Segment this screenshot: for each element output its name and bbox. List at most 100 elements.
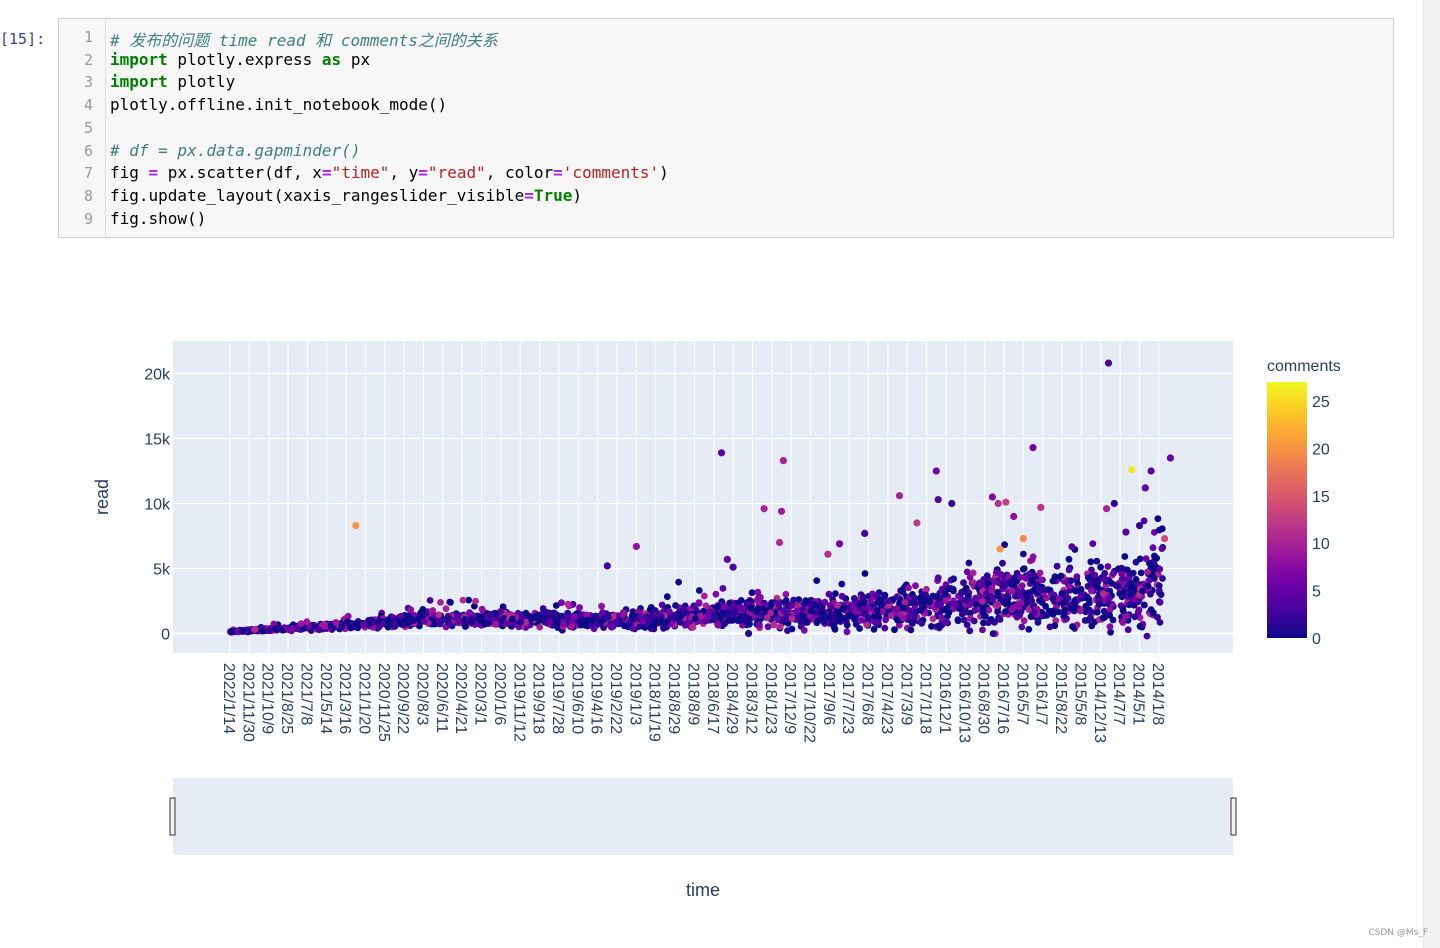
scatter-point [1114,582,1122,590]
scatter-point [517,618,525,626]
scatter-point [436,620,444,628]
scatter-point [677,613,684,621]
range-slider-handle-right[interactable] [1230,797,1237,836]
scatter-point [607,622,615,630]
code-line[interactable]: fig.update_layout(xaxis_rangeslider_visi… [110,186,582,205]
x-tick-label: 2019/11/12 [510,663,527,742]
x-tick-label: 2020/4/21 [452,663,469,734]
scatter-point-outlier [1110,499,1118,508]
scatter-point-outlier [717,449,726,457]
scatter-point [570,613,578,620]
scatter-point [985,606,993,614]
scatter-point [1016,612,1023,619]
scatter-point [797,618,805,625]
scatter-point [1144,568,1151,576]
x-tick-label: 2017/6/8 [859,663,876,725]
scatter-point [912,582,919,590]
scatter-point [1137,569,1145,577]
scatter-point [690,602,698,610]
x-tick-label: 2017/9/6 [820,663,837,725]
scatter-point [1069,623,1076,630]
scatter-point [928,623,935,630]
scatter-point [459,596,467,604]
code-line[interactable]: import plotly.express as px [110,50,370,69]
scatter-point [1131,596,1139,603]
x-tick-label: 2019/4/16 [588,663,605,734]
scatter-point [437,599,444,606]
x-tick-label: 2017/1/18 [917,663,934,734]
scatter-point [565,613,573,621]
code-cell[interactable]: 1 2 3 4 5 6 7 8 9 # 发布的问题 time read 和 comments之间… [58,18,1394,238]
scatter-point-outlier [1029,444,1037,452]
scatter-point-outlier [988,493,997,501]
x-tick-label: 2014/12/13 [1091,663,1108,743]
range-slider-handle-left[interactable] [169,797,176,836]
scatter-point [1025,570,1033,578]
scatter-point [873,618,881,626]
scatter-point [1073,573,1081,580]
scatter-point [807,607,815,615]
scatter-point [850,595,858,602]
scatter-point [985,619,992,627]
line-number: 8 [83,186,93,205]
scatter-point [1156,598,1164,606]
code-line[interactable]: # 发布的问题 time read 和 comments之间的关系 [110,27,498,51]
scatter-point [764,623,772,631]
code-line[interactable]: # df = px.data.gapminder() [110,141,360,160]
scatter-point [1020,565,1028,572]
scatter-point-outlier [777,507,786,515]
scatter-point [430,620,438,628]
code-line[interactable]: fig = px.scatter(df, x="time", y="read",… [110,163,669,182]
code-line[interactable]: import plotly [110,72,235,91]
scatter-point-outlier [729,563,737,571]
scatter-point [1037,576,1045,584]
scatter-point [541,609,548,617]
x-tick-label: 2018/1/23 [762,663,779,734]
scatter-point [564,600,572,608]
scatter-point-outlier [1166,454,1174,462]
code-line[interactable]: fig.show() [110,209,206,228]
scatter-point [813,577,821,584]
scatter-point [536,623,544,631]
code-token: import [110,72,168,92]
scatter-point [834,602,842,609]
code-token: 'comments' [562,163,660,183]
scatter-point-outlier [779,457,788,465]
scatter-point-outlier [352,522,360,530]
scatter-point [802,618,810,626]
scatter-point [1147,606,1155,613]
scatter-point [228,628,236,635]
scatter-point [1058,590,1066,597]
scatter-point-outlier [1104,359,1113,367]
code-token: True [533,185,573,205]
scatter-point [852,607,860,615]
range-slider[interactable] [173,778,1233,855]
colorbar-tick-label: 25 [1312,394,1330,411]
x-tick-label: 2021/3/16 [336,663,353,734]
scatter-point [980,619,987,627]
scatter-point [770,621,778,629]
scatter-point-outlier [1128,466,1136,474]
x-tick-label: 2019/7/28 [549,663,566,734]
scatter-point [962,596,970,604]
scatter-point [787,602,795,610]
scatter-point-outlier [861,529,869,538]
scatter-point [821,598,829,606]
scatter-point [1156,619,1164,626]
code-line[interactable]: plotly.offline.init_notebook_mode() [110,95,447,114]
line-number: 1 [83,28,93,46]
scatter-point [1044,586,1052,593]
x-tick-label: 2021/5/14 [317,663,334,734]
scatter-point [447,599,454,606]
scatter-point [239,628,246,635]
scatter-point [719,585,727,592]
page-scrollbar[interactable] [1423,0,1440,948]
scatter-point [963,621,971,629]
scatter-point [1091,571,1099,579]
scatter-point [284,625,291,632]
scatter-point [672,602,679,609]
scatter-point [478,605,486,613]
scatter-point [1053,562,1061,570]
scatter-point [720,608,727,616]
scatter-point [876,600,884,608]
